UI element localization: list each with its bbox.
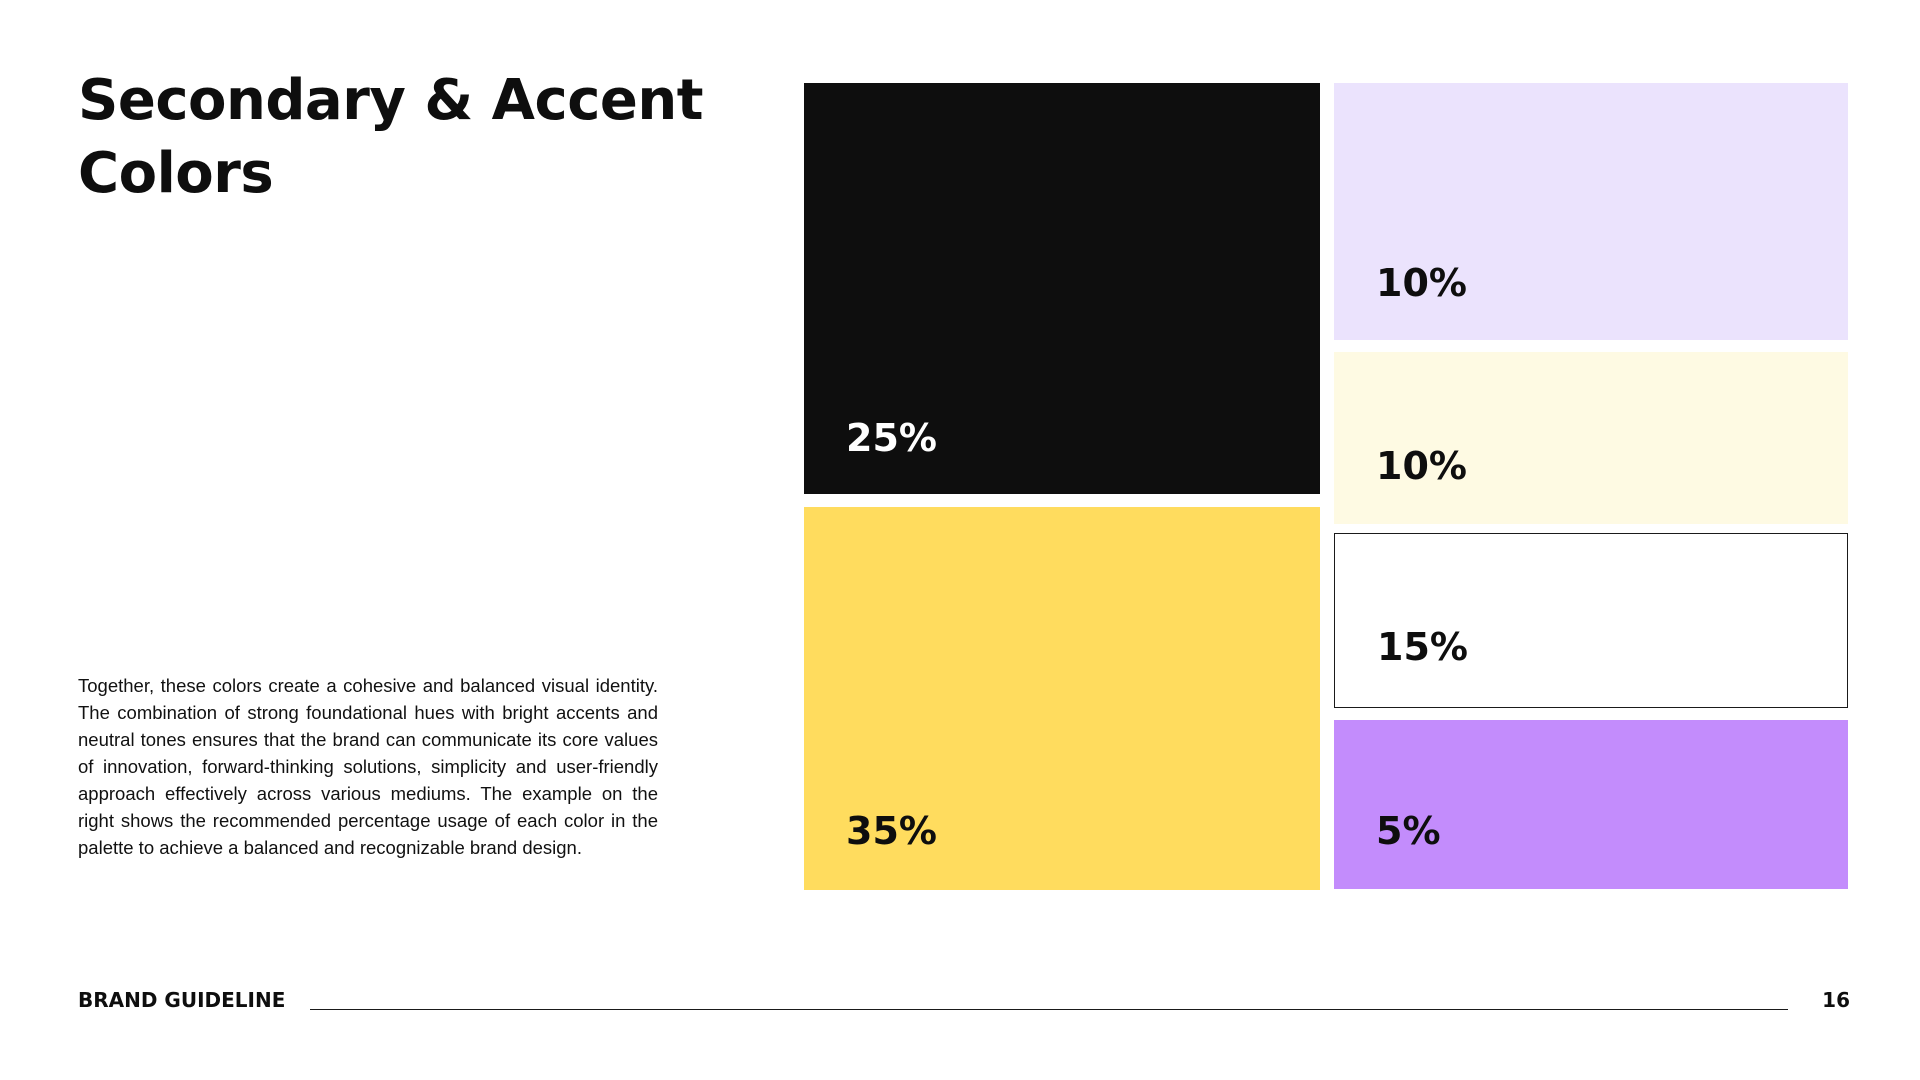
- footer-divider: [310, 1009, 1788, 1010]
- color-swatch-yellow: 35%: [804, 507, 1320, 890]
- swatch-percentage: 5%: [1376, 809, 1441, 853]
- color-swatch-black: 25%: [804, 83, 1320, 494]
- page-title: Secondary & Accent Colors: [78, 64, 718, 210]
- footer-brand-label: BRAND GUIDELINE: [78, 988, 286, 1012]
- color-swatch-white: 15%: [1334, 533, 1848, 708]
- color-swatch-lavender: 10%: [1334, 83, 1848, 340]
- description-paragraph: Together, these colors create a cohesive…: [78, 675, 658, 858]
- page-title-line-2: Colors: [78, 141, 274, 206]
- page-title-line-1: Secondary & Accent: [78, 68, 704, 133]
- swatch-percentage: 10%: [1376, 261, 1467, 305]
- color-swatch-cream: 10%: [1334, 352, 1848, 524]
- swatch-percentage: 15%: [1377, 625, 1468, 669]
- color-swatch-purple: 5%: [1334, 720, 1848, 889]
- swatch-percentage: 10%: [1376, 444, 1467, 488]
- page-number: 16: [1822, 988, 1850, 1012]
- swatch-percentage: 25%: [846, 416, 937, 460]
- swatch-percentage: 35%: [846, 809, 937, 853]
